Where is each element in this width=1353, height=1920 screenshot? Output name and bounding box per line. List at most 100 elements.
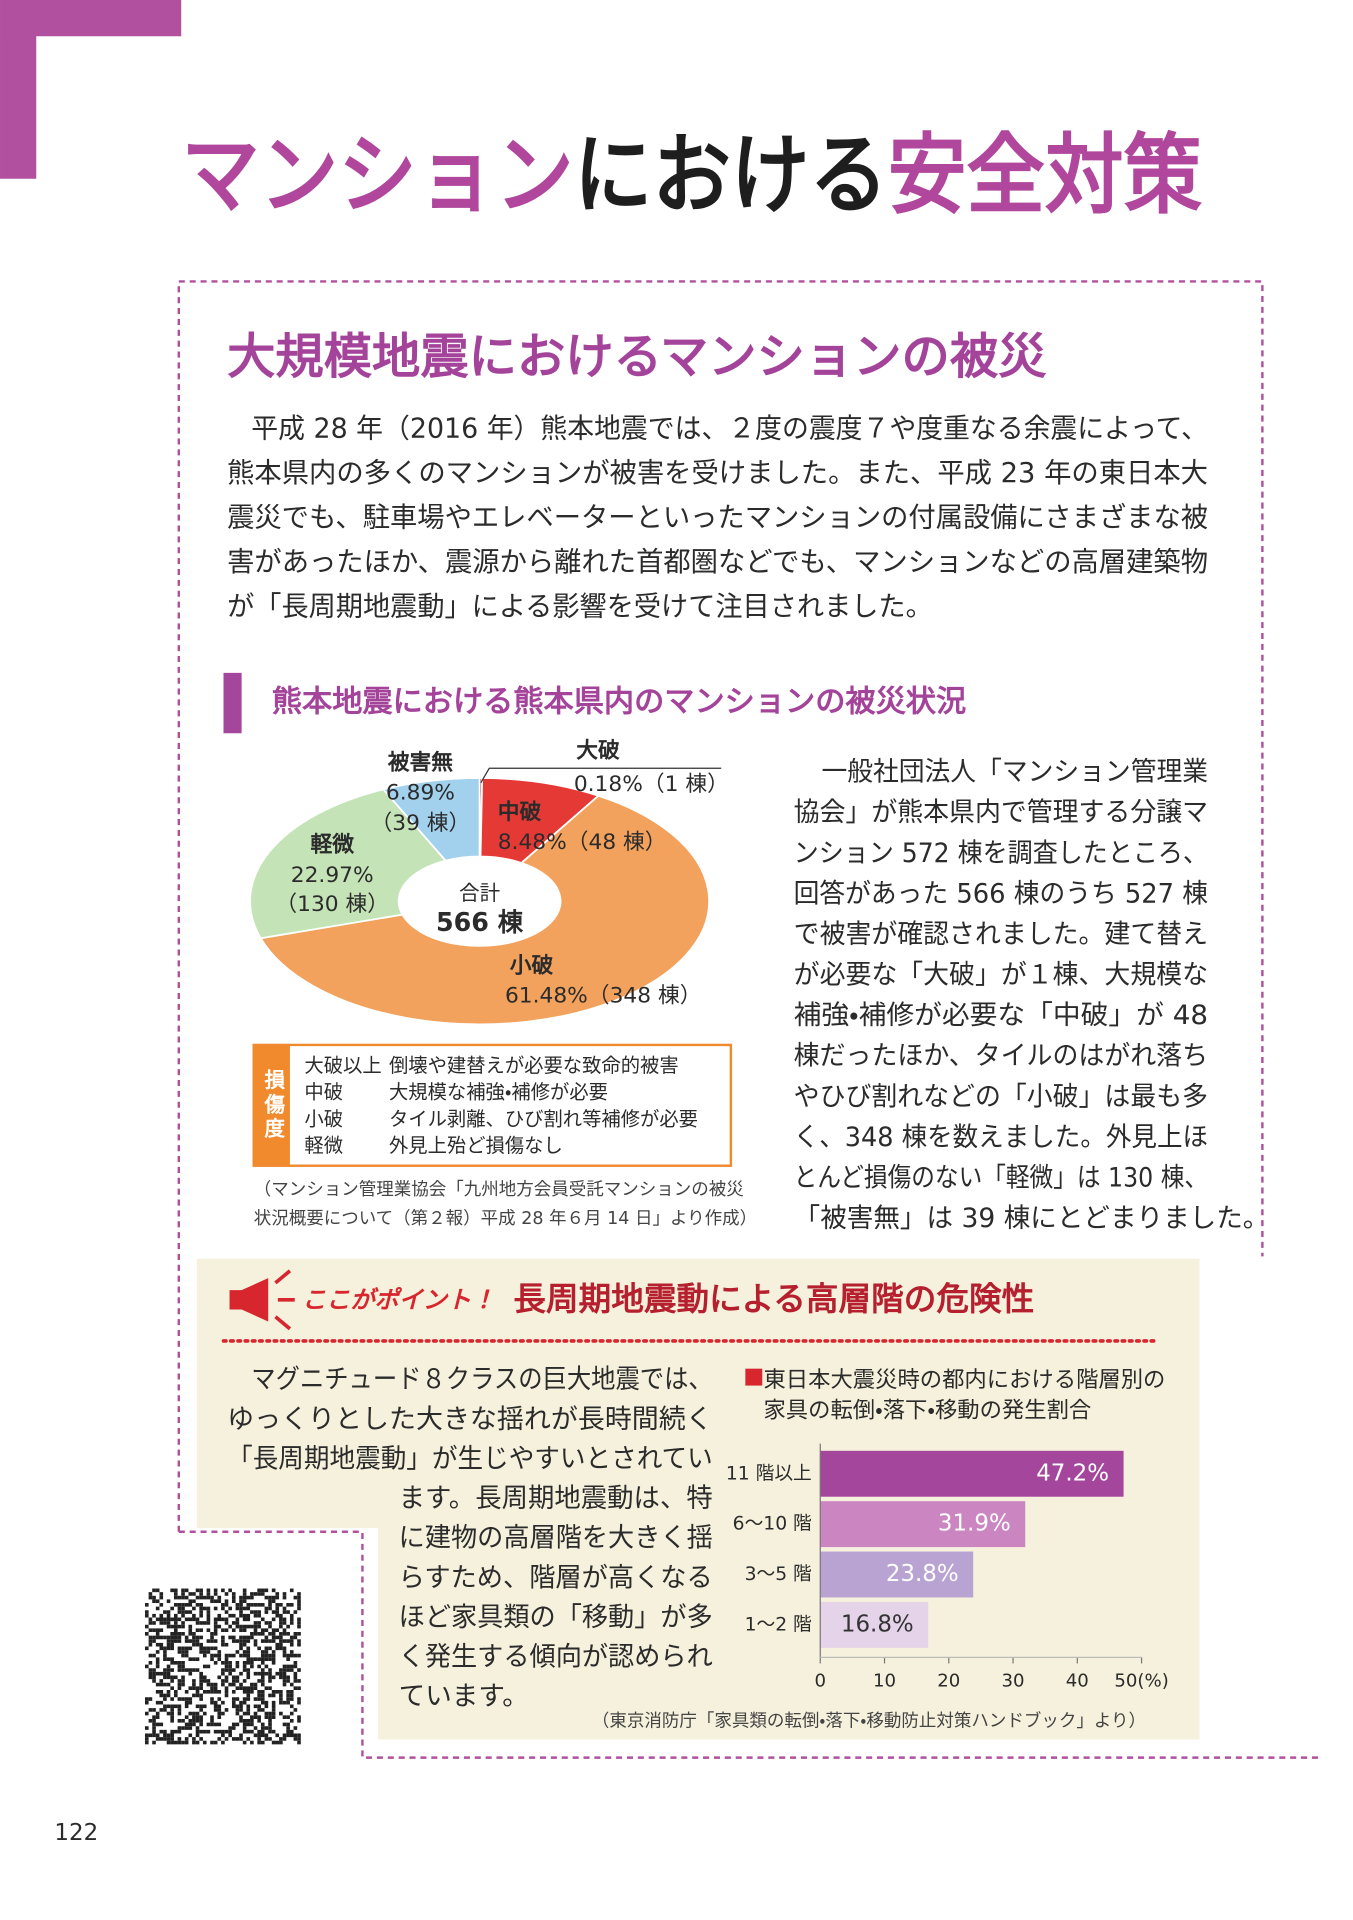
slice-label: 0.18%（1 棟）	[574, 772, 729, 797]
qr-module	[242, 1595, 247, 1600]
qr-module	[199, 1592, 203, 1596]
qr-module	[144, 1740, 149, 1745]
qr-module	[260, 1682, 265, 1687]
qr-module	[235, 1679, 240, 1683]
qr-module	[192, 1657, 196, 1662]
point-line: らすため、階層が高くなる	[399, 1562, 713, 1593]
qr-module	[159, 1689, 164, 1694]
qr-module	[242, 1711, 247, 1716]
qr-module	[177, 1664, 182, 1669]
megaphone	[229, 1269, 295, 1331]
qr-module	[152, 1726, 156, 1730]
qr-module	[253, 1624, 258, 1629]
qr-module	[173, 1628, 178, 1633]
qr-module	[184, 1653, 189, 1658]
qr-module	[195, 1595, 200, 1600]
qr-module	[239, 1635, 243, 1640]
qr-module	[152, 1639, 156, 1643]
qr-module	[181, 1661, 185, 1665]
qr-module	[159, 1700, 164, 1705]
qr-module	[184, 1646, 189, 1651]
qr-module	[224, 1617, 229, 1622]
qr-module	[235, 1603, 240, 1607]
qr-module	[282, 1675, 287, 1680]
qr-module	[202, 1650, 207, 1654]
qr-module	[166, 1689, 171, 1694]
qr-module	[184, 1635, 189, 1640]
qr-module	[242, 1628, 247, 1633]
qr-module	[181, 1592, 185, 1596]
qr-module	[213, 1628, 218, 1633]
qr-module	[279, 1668, 283, 1672]
qr-module	[271, 1675, 276, 1680]
qr-module	[217, 1711, 222, 1716]
legend-term: 大破以上	[304, 1054, 381, 1077]
qr-module	[228, 1682, 232, 1687]
qr-module	[177, 1639, 182, 1643]
qr-module	[155, 1722, 160, 1727]
qr-module	[289, 1733, 294, 1738]
qr-module	[206, 1606, 211, 1611]
qr-module	[289, 1718, 294, 1723]
qr-module	[257, 1704, 261, 1709]
qr-module	[192, 1682, 196, 1687]
qr-module	[235, 1697, 240, 1701]
qr-module	[152, 1722, 156, 1727]
qr-module	[297, 1632, 301, 1636]
qr-module	[297, 1737, 301, 1741]
qr-module	[199, 1737, 203, 1741]
qr-module	[184, 1610, 189, 1614]
qr-module	[297, 1599, 301, 1604]
qr-module	[202, 1704, 207, 1709]
qr-module	[155, 1635, 160, 1640]
bar	[820, 1601, 929, 1648]
qr-module	[159, 1737, 164, 1741]
qr-module	[289, 1603, 294, 1607]
qr-module	[159, 1679, 164, 1683]
y-tick-label: 6～10 階	[733, 1514, 812, 1535]
qr-module	[163, 1682, 167, 1687]
qr-module	[210, 1646, 214, 1651]
qr-module	[286, 1697, 290, 1701]
qr-module	[221, 1642, 225, 1647]
qr-module	[152, 1588, 156, 1593]
qr-module	[163, 1704, 167, 1709]
qr-module	[253, 1682, 258, 1687]
qr-module	[170, 1632, 174, 1636]
qr-module	[188, 1671, 193, 1676]
qr-module	[155, 1700, 160, 1705]
qr-module	[217, 1657, 222, 1662]
qr-module	[224, 1679, 229, 1683]
legend-term: 小破	[304, 1107, 343, 1130]
qr-module	[268, 1737, 272, 1741]
section-heading: 大規模地震におけるマンションの被災	[227, 329, 1047, 385]
qr-module	[144, 1697, 149, 1701]
point-tag: ここがポイント！	[302, 1286, 495, 1314]
qr-module	[199, 1628, 203, 1633]
qr-module	[199, 1686, 203, 1690]
qr-module	[177, 1603, 182, 1607]
qr-module	[224, 1599, 229, 1604]
qr-module	[293, 1595, 298, 1600]
qr-module	[297, 1603, 301, 1607]
qr-module	[297, 1624, 301, 1629]
qr-module	[224, 1657, 229, 1662]
qr-module	[235, 1664, 240, 1669]
qr-module	[286, 1689, 290, 1694]
qr-module	[289, 1682, 294, 1687]
qr-module	[246, 1686, 251, 1690]
qr-module	[250, 1592, 254, 1596]
qr-module	[148, 1697, 153, 1701]
qr-module	[210, 1639, 214, 1643]
qr-module	[221, 1628, 225, 1633]
qr-module	[246, 1661, 251, 1665]
qr-module	[224, 1737, 229, 1741]
qr-module	[184, 1740, 189, 1745]
qr-module	[271, 1653, 276, 1658]
qr-module	[166, 1624, 171, 1629]
y-tick-label: 3～5 階	[745, 1564, 812, 1585]
qr-module	[257, 1679, 261, 1683]
qr-module	[275, 1671, 280, 1676]
paragraph-line: 害があったほか、震源から離れた首都圏などでも、マンションなどの高層建築物	[227, 547, 1208, 578]
qr-module	[159, 1613, 164, 1618]
